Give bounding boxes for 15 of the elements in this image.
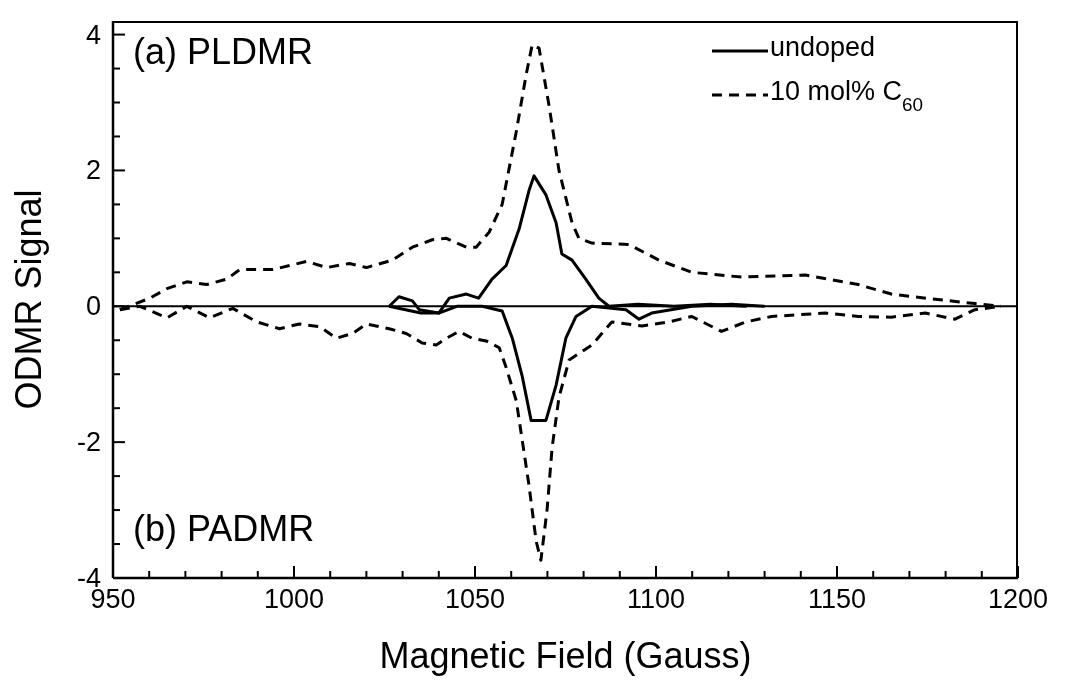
x-tick-label: 1200 — [987, 584, 1049, 614]
legend-label: 10 mol% C$_{60}$ — [770, 76, 924, 115]
y-tick-label: 0 — [85, 291, 101, 322]
x-axis-title: Magnetic Field (Gauss) — [379, 635, 752, 676]
y-axis-title: ODMR Signal — [7, 189, 49, 410]
annotation: (b) PADMR — [133, 508, 315, 550]
y-tick-label: 2 — [85, 155, 101, 186]
annotation: (a) PLDMR — [133, 31, 314, 73]
x-tick-label: 1050 — [444, 584, 506, 614]
x-tick-label: 1000 — [263, 584, 325, 614]
legend-label: undoped — [770, 32, 876, 62]
y-tick-label: 4 — [85, 19, 101, 50]
y-tick-label: -2 — [76, 427, 101, 458]
x-tick-label: 1150 — [807, 584, 867, 614]
x-tick-label: 1100 — [626, 584, 686, 614]
